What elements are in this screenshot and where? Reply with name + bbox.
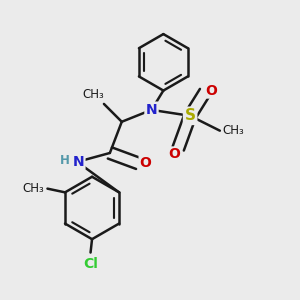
Text: N: N <box>73 155 85 169</box>
Text: O: O <box>140 156 152 170</box>
Text: O: O <box>205 84 217 98</box>
Text: N: N <box>146 103 157 117</box>
Text: O: O <box>168 148 180 161</box>
Text: CH₃: CH₃ <box>23 182 44 195</box>
Text: CH₃: CH₃ <box>223 124 244 137</box>
Text: CH₃: CH₃ <box>82 88 104 101</box>
Text: S: S <box>184 108 196 123</box>
Text: Cl: Cl <box>83 257 98 271</box>
Text: H: H <box>60 154 70 167</box>
